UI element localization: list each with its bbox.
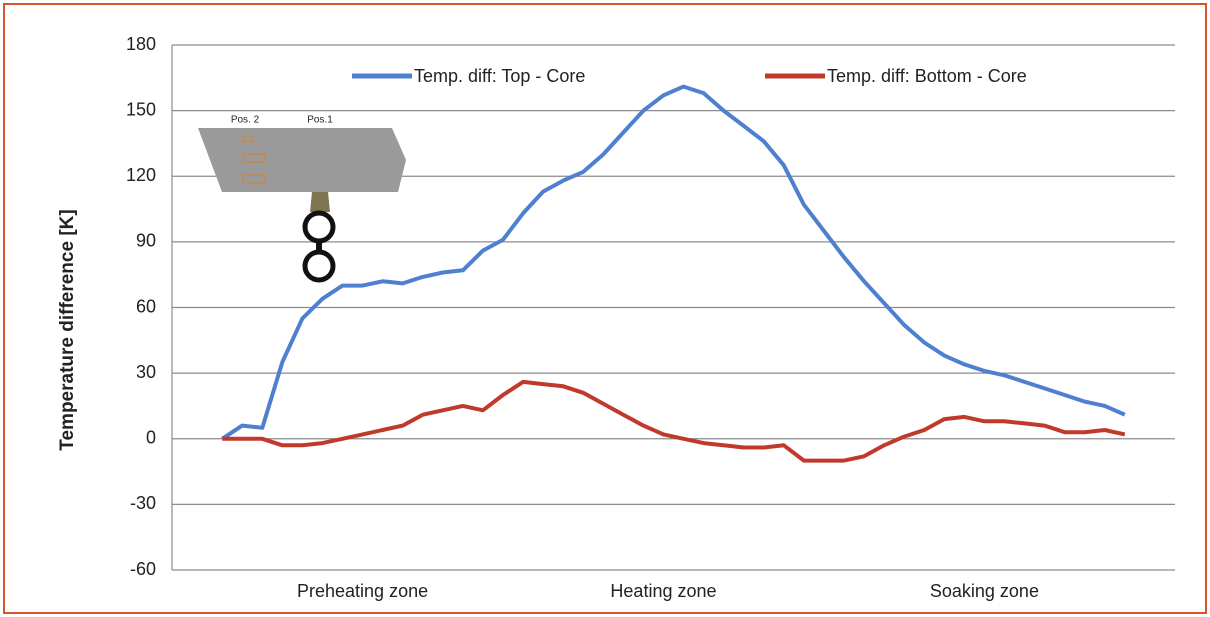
annotation: Pos. 2	[231, 115, 260, 126]
y-tick-label: -30	[130, 493, 156, 513]
sensor	[242, 153, 266, 163]
legend-label: Temp. diff: Bottom - Core	[827, 66, 1027, 86]
y-tick-label: 0	[146, 428, 156, 448]
x-tick-label: Heating zone	[610, 581, 716, 601]
y-tick-label: 120	[126, 165, 156, 185]
annotation: Pos.1	[307, 115, 333, 126]
series-line	[221, 84, 1126, 441]
frame	[3, 3, 1207, 614]
support	[310, 192, 330, 212]
y-tick-label: 60	[136, 296, 156, 316]
y-tick-label: 90	[136, 231, 156, 251]
y-axis-label: Temperature difference [K]	[57, 209, 78, 450]
y-tick-label: 180	[126, 34, 156, 54]
slab	[198, 128, 406, 192]
sensor	[242, 135, 254, 143]
series-line	[222, 379, 1126, 463]
y-tick-label: -60	[130, 559, 156, 579]
legend-label: Temp. diff: Top - Core	[414, 66, 585, 86]
link	[316, 240, 322, 252]
x-tick-label: Preheating zone	[297, 581, 428, 601]
sensor	[242, 174, 266, 184]
y-tick-label: 150	[126, 99, 156, 119]
y-tick-label: 30	[136, 362, 156, 382]
roller	[302, 249, 336, 283]
inset-diagram: Pos. 2 Pos.1	[198, 115, 406, 283]
roller	[302, 210, 336, 244]
x-tick-label: Soaking zone	[930, 581, 1039, 601]
